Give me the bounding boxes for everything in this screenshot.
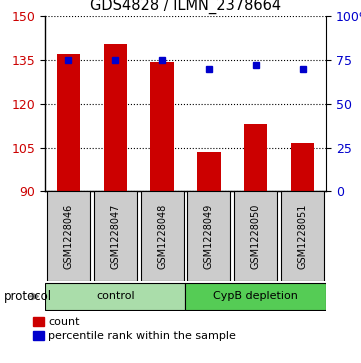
FancyBboxPatch shape [186,283,326,310]
FancyBboxPatch shape [234,191,277,281]
Bar [244,124,268,191]
Bar [291,143,314,191]
Text: GSM1228046: GSM1228046 [64,204,73,269]
FancyBboxPatch shape [45,283,186,310]
FancyBboxPatch shape [187,191,230,281]
FancyBboxPatch shape [47,191,90,281]
Text: GSM1228047: GSM1228047 [110,204,120,269]
FancyBboxPatch shape [94,191,137,281]
Text: protocol: protocol [4,290,52,303]
Bar [197,152,221,191]
Text: GSM1228050: GSM1228050 [251,204,261,269]
Legend: count, percentile rank within the sample: count, percentile rank within the sample [32,317,236,341]
Title: GDS4828 / ILMN_2378664: GDS4828 / ILMN_2378664 [90,0,281,14]
FancyBboxPatch shape [140,191,184,281]
Bar [57,54,80,191]
FancyBboxPatch shape [281,191,324,281]
Bar [104,44,127,191]
Text: CypB depletion: CypB depletion [213,291,298,301]
Bar [151,62,174,191]
Text: control: control [96,291,135,301]
Text: GSM1228048: GSM1228048 [157,204,167,269]
Text: GSM1228049: GSM1228049 [204,204,214,269]
Text: GSM1228051: GSM1228051 [297,204,308,269]
